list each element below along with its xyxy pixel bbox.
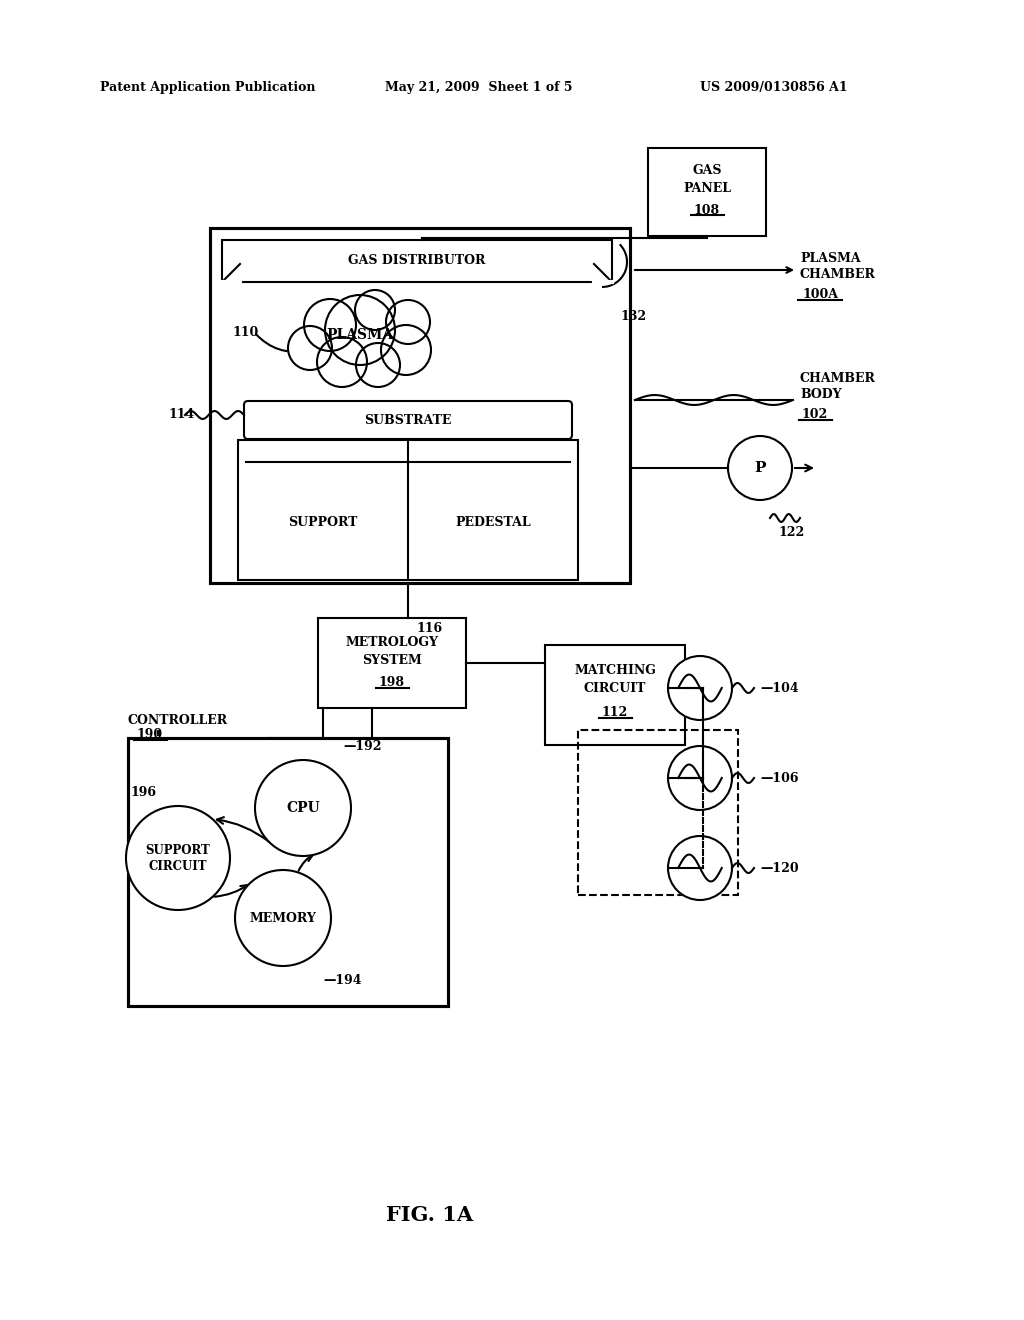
Circle shape	[234, 870, 331, 966]
Bar	[210, 228, 630, 583]
Text: MATCHING: MATCHING	[574, 664, 656, 676]
Text: CPU: CPU	[286, 801, 319, 814]
Text: METROLOGY: METROLOGY	[345, 635, 438, 648]
Text: FIG. 1A: FIG. 1A	[386, 1205, 473, 1225]
Text: —106: —106	[760, 771, 799, 784]
Text: GAS DISTRIBUTOR: GAS DISTRIBUTOR	[348, 255, 485, 268]
Bar	[318, 618, 466, 708]
Text: May 21, 2009  Sheet 1 of 5: May 21, 2009 Sheet 1 of 5	[385, 82, 572, 95]
Circle shape	[668, 656, 732, 719]
Text: 122: 122	[778, 527, 804, 540]
Text: SUBSTRATE: SUBSTRATE	[365, 413, 452, 426]
Bar	[238, 440, 578, 579]
Text: —104: —104	[760, 681, 799, 694]
Circle shape	[317, 337, 367, 387]
FancyBboxPatch shape	[244, 401, 572, 440]
Circle shape	[356, 343, 400, 387]
Text: 132: 132	[620, 310, 646, 323]
Text: PEDESTAL: PEDESTAL	[456, 516, 530, 528]
Text: CONTROLLER: CONTROLLER	[128, 714, 228, 726]
Circle shape	[386, 300, 430, 345]
Text: 190: 190	[137, 729, 163, 742]
Bar	[222, 240, 612, 282]
Text: CHAMBER: CHAMBER	[800, 268, 876, 281]
Text: 196: 196	[131, 785, 157, 799]
Text: 116: 116	[416, 622, 442, 635]
Circle shape	[668, 836, 732, 900]
Text: CIRCUIT: CIRCUIT	[148, 859, 207, 873]
Text: 112: 112	[602, 706, 628, 719]
Text: SYSTEM: SYSTEM	[362, 653, 422, 667]
Text: —192: —192	[343, 739, 382, 752]
Text: 110: 110	[233, 326, 259, 338]
Bar	[128, 738, 449, 1006]
Circle shape	[304, 300, 356, 351]
Bar	[545, 645, 685, 744]
Bar	[578, 730, 738, 895]
Circle shape	[381, 325, 431, 375]
Text: CIRCUIT: CIRCUIT	[584, 681, 646, 694]
Text: US 2009/0130856 A1: US 2009/0130856 A1	[700, 82, 848, 95]
Text: SUPPORT: SUPPORT	[145, 843, 210, 857]
Text: CHAMBER: CHAMBER	[800, 371, 876, 384]
Text: 108: 108	[694, 203, 720, 216]
Circle shape	[728, 436, 792, 500]
Text: —120: —120	[760, 862, 799, 874]
Text: 198: 198	[379, 676, 406, 689]
Circle shape	[255, 760, 351, 855]
Text: 100A: 100A	[802, 289, 838, 301]
Text: 102: 102	[802, 408, 828, 421]
Text: Patent Application Publication: Patent Application Publication	[100, 82, 315, 95]
Text: GAS: GAS	[692, 164, 722, 177]
Text: BODY: BODY	[800, 388, 842, 401]
Text: PLASMA: PLASMA	[800, 252, 860, 264]
Text: PLASMA: PLASMA	[327, 327, 393, 342]
Text: 114: 114	[168, 408, 195, 421]
Text: PANEL: PANEL	[683, 181, 731, 194]
Text: —194: —194	[323, 974, 361, 986]
Circle shape	[288, 326, 332, 370]
Text: SUPPORT: SUPPORT	[289, 516, 357, 528]
Text: P: P	[755, 461, 766, 475]
Circle shape	[668, 746, 732, 810]
Circle shape	[355, 290, 395, 330]
Text: MEMORY: MEMORY	[250, 912, 316, 924]
Circle shape	[126, 807, 230, 909]
Circle shape	[325, 294, 395, 366]
Bar	[648, 148, 766, 236]
